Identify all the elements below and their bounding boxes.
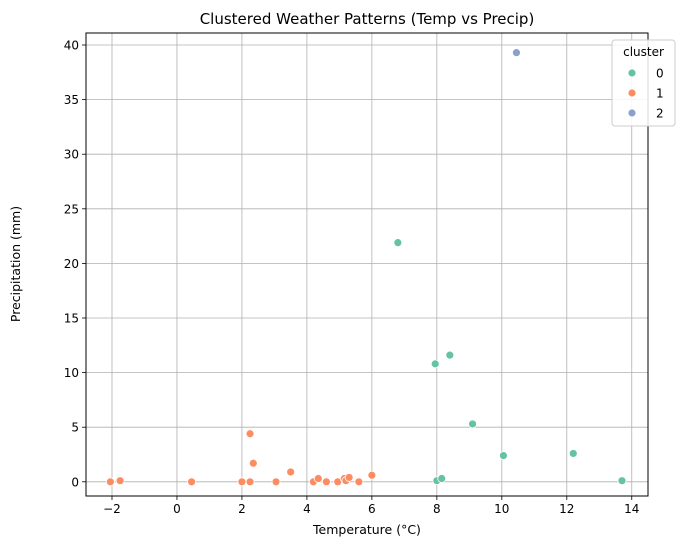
data-point-cluster-1 (237, 477, 247, 487)
data-point-cluster-1 (187, 477, 196, 487)
x-tick-label: 0 (173, 502, 181, 516)
data-point-cluster-0 (568, 449, 578, 458)
data-point-cluster-0 (617, 476, 627, 486)
x-tick-label: 8 (433, 502, 441, 516)
data-point-cluster-1 (245, 429, 255, 439)
legend-label-0: 0 (656, 67, 664, 81)
legend-marker-0 (627, 68, 637, 78)
y-tick-label: 35 (64, 93, 79, 107)
data-points (105, 48, 627, 487)
x-axis-label: Temperature (°C) (312, 522, 421, 537)
data-point-cluster-1 (271, 477, 281, 487)
data-point-cluster-1 (286, 467, 296, 477)
legend-label-2: 2 (656, 107, 664, 121)
y-tick-label: 30 (64, 148, 79, 162)
data-point-cluster-2 (512, 48, 521, 58)
data-point-cluster-1 (367, 470, 377, 480)
data-point-cluster-0 (430, 359, 440, 369)
data-point-cluster-1 (248, 458, 258, 468)
legend-title: cluster (623, 45, 664, 59)
x-tick-label: 2 (238, 502, 246, 516)
x-tick-label: 12 (559, 502, 574, 516)
data-point-cluster-0 (437, 474, 447, 483)
data-point-cluster-0 (445, 350, 455, 360)
x-tick-label: −2 (103, 502, 121, 516)
x-tick-label: 14 (624, 502, 639, 516)
y-tick-label: 15 (64, 312, 79, 326)
data-point-cluster-0 (393, 238, 403, 248)
legend: cluster 0 1 2 (611, 39, 676, 127)
data-point-cluster-0 (499, 451, 508, 460)
grid (86, 33, 648, 496)
x-tick-label: 10 (494, 502, 509, 516)
data-point-cluster-1 (245, 477, 255, 487)
legend-box (611, 39, 676, 127)
data-point-cluster-0 (468, 419, 477, 429)
y-tick-label: 40 (64, 39, 79, 53)
data-point-cluster-1 (115, 476, 125, 486)
y-tick-label: 0 (71, 475, 79, 489)
x-tick-label: 4 (303, 502, 311, 516)
data-point-cluster-1 (321, 477, 331, 487)
x-tick-label: 6 (368, 502, 376, 516)
legend-label-1: 1 (656, 87, 664, 101)
chart-title: Clustered Weather Patterns (Temp vs Prec… (200, 10, 535, 28)
data-point-cluster-1 (313, 474, 323, 483)
legend-marker-1 (627, 88, 637, 98)
y-axis-label: Precipitation (mm) (8, 206, 23, 322)
data-point-cluster-1 (105, 477, 115, 487)
y-tick-label: 5 (71, 421, 79, 435)
plot-frame (85, 32, 649, 497)
axis-ticks: −2 0 2 4 6 8 10 12 14 0 5 10 15 20 25 30 35 40 (64, 39, 640, 516)
legend-marker-2 (627, 108, 637, 118)
data-point-cluster-1 (354, 477, 364, 487)
y-tick-label: 20 (64, 257, 79, 271)
data-point-cluster-1 (344, 473, 354, 482)
y-tick-label: 10 (64, 366, 79, 380)
y-tick-label: 25 (64, 202, 79, 216)
